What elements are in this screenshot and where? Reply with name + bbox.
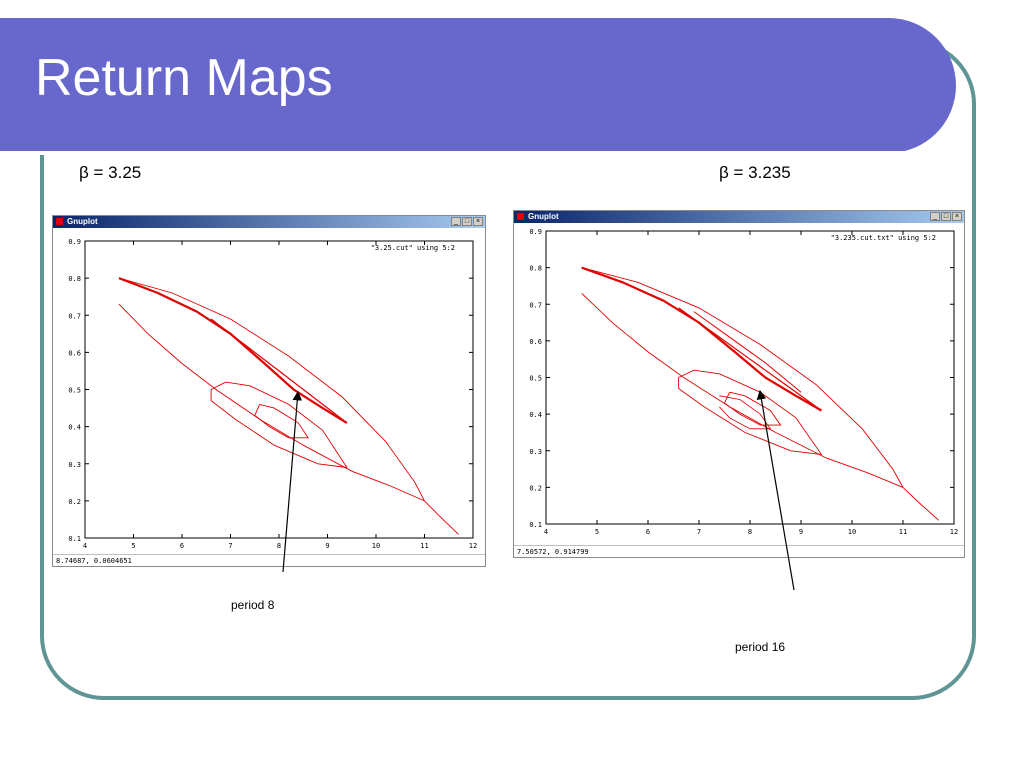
- series-small-loop: [254, 403, 309, 439]
- x-tick-label: 5: [131, 542, 135, 550]
- title-bar: [0, 18, 956, 155]
- gnuplot-app-icon: [56, 218, 63, 225]
- y-tick-label: 0.7: [529, 301, 542, 309]
- y-tick-label: 0.5: [529, 375, 542, 383]
- x-tick-label: 6: [646, 528, 650, 536]
- series-upper-branch-inner: [678, 307, 822, 411]
- x-tick-label: 12: [469, 542, 477, 550]
- y-tick-label: 0.4: [68, 424, 81, 432]
- y-tick-label: 0.1: [68, 535, 81, 543]
- y-tick-label: 0.8: [529, 265, 542, 273]
- y-tick-label: 0.3: [529, 448, 542, 456]
- plot-area[interactable]: 4 5 6 7 8 9 10 11 12 0.1 0.2 0.3 0.4 0.5 0.6 0.7 0.8 0.9 "…: [514, 223, 964, 547]
- legend-label: "3.25.cut" using 5:2: [371, 244, 455, 252]
- maximize-button[interactable]: □: [462, 217, 472, 226]
- x-tick-label: 5: [595, 528, 599, 536]
- status-divider: [514, 545, 964, 546]
- x-tick-label: 9: [799, 528, 803, 536]
- y-tick-label: 0.2: [529, 484, 542, 492]
- minimize-button[interactable]: _: [451, 217, 461, 226]
- y-tick-label: 0.6: [529, 338, 542, 346]
- y-tick-label: 0.5: [68, 387, 81, 395]
- gnuplot-app-icon: [517, 213, 524, 220]
- series-large-loop: [678, 369, 823, 455]
- y-tick-label: 0.4: [529, 411, 542, 419]
- x-tick-label: 10: [372, 542, 380, 550]
- plot-border: [84, 240, 474, 539]
- x-tick-label: 12: [950, 528, 958, 536]
- series-small-loop-2: [719, 395, 772, 430]
- close-button[interactable]: ×: [473, 217, 483, 226]
- gnuplot-window-right[interactable]: Gnuplot _ □ × 4 5 6 7 8 9 10 11 12 0.1 0.2 0.3 0.4 0.…: [513, 210, 965, 558]
- minimize-button[interactable]: _: [930, 212, 940, 221]
- x-tick-label: 7: [228, 542, 232, 550]
- gnuplot-window-left[interactable]: Gnuplot _ □ × 4 5 6 7 8 9 10 11 12 0.1 0.2 0.3 0.4 0.…: [52, 215, 486, 567]
- y-tick-label: 0.9: [529, 228, 542, 236]
- series-tail: [424, 500, 459, 535]
- plot-border: [545, 230, 955, 525]
- x-tick-label: 11: [899, 528, 907, 536]
- y-tick-label: 0.1: [529, 521, 542, 529]
- y-tick-label: 0.3: [68, 461, 81, 469]
- x-tick-label: 8: [748, 528, 752, 536]
- status-coordinates: 8.74687, 0.0604651: [56, 557, 132, 565]
- title-rule: [0, 151, 905, 155]
- x-tick-label: 4: [83, 542, 87, 550]
- maximize-button[interactable]: □: [941, 212, 951, 221]
- beta-left-label: β = 3.25: [79, 163, 142, 182]
- window-title: Gnuplot: [67, 217, 98, 226]
- window-titlebar[interactable]: Gnuplot _ □ ×: [53, 216, 485, 228]
- period-8-label: period 8: [231, 598, 275, 612]
- y-tick-label: 0.2: [68, 498, 81, 506]
- x-tick-label: 9: [325, 542, 329, 550]
- series-upper-branch-extra: [693, 311, 802, 393]
- close-button[interactable]: ×: [952, 212, 962, 221]
- slide-title: Return Maps: [35, 49, 333, 107]
- series-lower-diagonal: [581, 292, 904, 488]
- x-tick-label: 11: [420, 542, 428, 550]
- y-tick-label: 0.9: [68, 238, 81, 246]
- status-divider: [53, 554, 485, 555]
- beta-right-label: β = 3.235: [719, 163, 791, 182]
- y-tick-label: 0.6: [68, 349, 81, 357]
- y-tick-label: 0.7: [68, 312, 81, 320]
- x-tick-label: 4: [544, 528, 548, 536]
- period-16-label: period 16: [735, 640, 786, 654]
- x-tick-label: 6: [180, 542, 184, 550]
- legend-label: "3.235.cut.txt" using 5:2: [831, 234, 936, 242]
- series-outer-arch: [581, 267, 904, 488]
- plot-area[interactable]: 4 5 6 7 8 9 10 11 12 0.1 0.2 0.3 0.4 0.5 0.6 0.7 0.8 0.9 "…: [53, 228, 485, 556]
- series-tail: [902, 487, 940, 521]
- x-tick-label: 8: [277, 542, 281, 550]
- series-upper-branch-inner: [210, 318, 348, 424]
- series-upper-branch: [118, 277, 348, 424]
- series-large-loop: [210, 381, 348, 469]
- status-coordinates: 7.50572, 0.914799: [517, 548, 589, 556]
- y-tick-label: 0.8: [68, 275, 81, 283]
- window-titlebar[interactable]: Gnuplot _ □ ×: [514, 211, 964, 223]
- series-outer-arch: [118, 277, 425, 502]
- x-tick-label: 7: [697, 528, 701, 536]
- series-lower-diagonal: [118, 303, 425, 502]
- window-title: Gnuplot: [528, 212, 559, 221]
- x-tick-label: 10: [848, 528, 856, 536]
